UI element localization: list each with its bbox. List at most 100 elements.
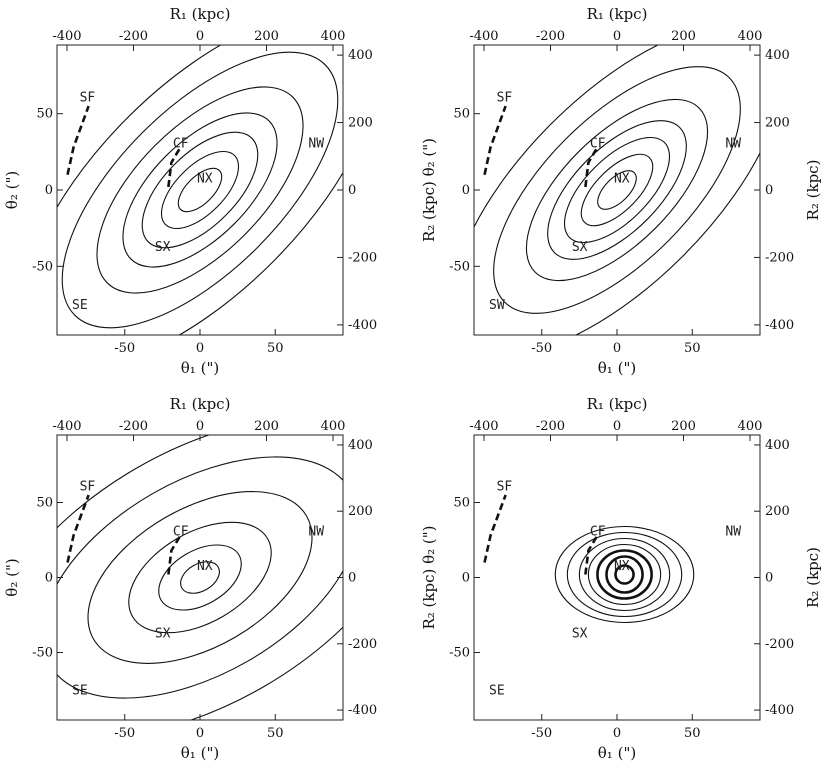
contour-line-5 (578, 537, 671, 612)
top-tick-label: 400 (738, 29, 763, 44)
annotation-sw: SW (489, 298, 505, 313)
contour-line-4 (587, 543, 662, 606)
x-tick-label: 50 (684, 341, 701, 356)
right-tick-label: 400 (765, 438, 790, 453)
contour-line-5 (96, 86, 304, 294)
right-axis-label: R₂ (kpc) (804, 160, 822, 221)
top-tick-label: -400 (469, 29, 498, 44)
contour-line-3 (128, 521, 272, 634)
contour-line-2 (605, 555, 644, 594)
top-tick-label: 200 (254, 419, 279, 434)
annotation-sx: SX (572, 627, 588, 642)
panel-bottom-right: SF CF NX SX NW SE -50 0 50 -50 0 50 -400 -200 0 200 400 -… (420, 395, 822, 762)
contour-line-6 (61, 51, 339, 329)
right-tick-label: -200 (348, 250, 377, 265)
critical-arc-1 (483, 494, 507, 563)
top-tick-label: -400 (52, 419, 81, 434)
contour-line-2 (158, 544, 242, 611)
top-tick-label: -400 (52, 29, 81, 44)
critical-arc-2 (584, 534, 599, 575)
contour-line-5 (57, 456, 343, 699)
y-axis-label: R₂ (kpc) θ₂ (") (420, 525, 438, 629)
annotation-nw: NW (308, 136, 324, 151)
annotation-sf: SF (80, 480, 96, 495)
annotation-nx: NX (614, 171, 630, 186)
right-tick-label: 200 (348, 504, 373, 519)
contour-line-6 (57, 435, 343, 720)
contour-line-4 (122, 112, 278, 268)
contour-line-7 (554, 525, 695, 624)
contour-line-2 (160, 150, 240, 230)
x-axis-label: θ₁ (") (598, 744, 636, 762)
right-tick-label: -200 (348, 637, 377, 652)
y-tick-label: -50 (32, 646, 53, 661)
top-tick-label: 200 (671, 29, 696, 44)
right-tick-label: 200 (765, 116, 790, 131)
annotation-sx: SX (155, 627, 171, 642)
contour-line-1 (177, 167, 223, 213)
annotation-nx: NX (197, 171, 213, 186)
panel-top-left: SF CF NX SX NW SE -50 0 50 -50 0 50 -400 -200 0 200 400 -… (3, 5, 377, 377)
annotation-se: SE (489, 684, 505, 699)
annotation-nw: NW (308, 525, 324, 540)
critical-arc-2 (167, 534, 182, 575)
critical-arc-2 (167, 146, 182, 188)
contour-line-3 (563, 136, 671, 244)
top-tick-label: 0 (613, 419, 621, 434)
x-axis-label: θ₁ (") (598, 359, 636, 377)
right-tick-label: 400 (348, 438, 373, 453)
annotation-se: SE (72, 684, 88, 699)
contour-line-3 (141, 131, 259, 249)
top-axis-label: R₁ (kpc) (587, 5, 648, 23)
x-tick-label: -50 (114, 341, 135, 356)
x-tick-label: 0 (196, 341, 204, 356)
contour-line-6 (566, 531, 683, 618)
plot-frame (56, 434, 344, 721)
top-tick-label: -200 (536, 419, 565, 434)
contour-line-1 (180, 561, 220, 594)
annotation-sx: SX (572, 240, 588, 255)
annotation-cf: CF (590, 136, 606, 151)
x-tick-label: -50 (531, 726, 552, 741)
top-axis-label: R₁ (kpc) (170, 5, 231, 23)
y-tick-label: 50 (453, 107, 470, 122)
contour-line-7 (474, 45, 760, 335)
y-tick-label: 0 (462, 571, 470, 586)
contour-line-2 (580, 153, 654, 227)
right-tick-label: 200 (765, 504, 790, 519)
plot-area: SF CF NX SX NW SE (57, 45, 343, 335)
panel-bottom-left: SF CF NX SX NW SE -50 0 50 -50 0 50 -400 -200 0 200 400 -… (3, 395, 377, 762)
annotation-sf: SF (497, 480, 513, 495)
x-tick-label: 50 (267, 341, 284, 356)
y-tick-label: -50 (449, 259, 470, 274)
right-tick-label: 400 (765, 48, 790, 63)
annotation-nx: NX (197, 559, 213, 574)
y-axis-label: R₂ (kpc) θ₂ (") (420, 138, 438, 242)
contour-line-1 (597, 170, 637, 210)
x-axis-label: θ₁ (") (181, 744, 219, 762)
top-tick-label: -200 (119, 29, 148, 44)
top-tick-label: 200 (671, 419, 696, 434)
y-axis-label: θ₂ (") (3, 171, 21, 209)
right-tick-label: -400 (348, 318, 377, 333)
right-tick-label: 400 (348, 48, 373, 63)
x-tick-label: -50 (114, 726, 135, 741)
right-tick-label: -400 (765, 703, 794, 718)
contour-line-4 (87, 491, 313, 664)
annotation-sf: SF (497, 90, 513, 105)
y-tick-label: 0 (462, 183, 470, 198)
annotation-nw: NW (725, 136, 741, 151)
y-tick-label: -50 (449, 646, 470, 661)
y-tick-label: 0 (45, 571, 53, 586)
plot-frame (56, 44, 344, 336)
y-tick-label: 50 (453, 496, 470, 511)
right-tick-label: -200 (765, 637, 794, 652)
x-tick-label: 0 (613, 726, 621, 741)
contour-line-3 (596, 549, 653, 600)
annotation-nw: NW (725, 525, 741, 540)
top-tick-label: -400 (469, 419, 498, 434)
y-axis-label: θ₂ (") (3, 558, 21, 596)
annotation-cf: CF (173, 525, 189, 540)
top-tick-label: 400 (738, 419, 763, 434)
